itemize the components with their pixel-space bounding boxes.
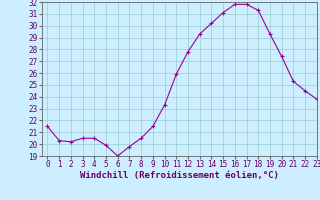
X-axis label: Windchill (Refroidissement éolien,°C): Windchill (Refroidissement éolien,°C) bbox=[80, 171, 279, 180]
